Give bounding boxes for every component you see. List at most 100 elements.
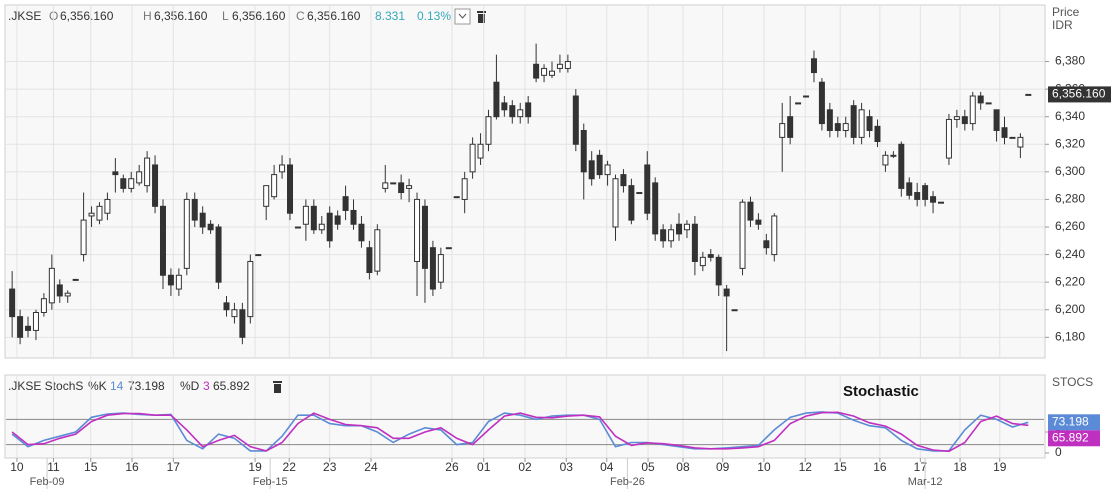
- value-box-label: 65.892: [1052, 430, 1089, 444]
- candle-body: [159, 205, 166, 276]
- candle-body: [406, 185, 413, 189]
- candle-body: [612, 178, 619, 228]
- x-tick-label: 03: [560, 460, 574, 474]
- candle-body: [930, 196, 937, 203]
- stoch-line: [11, 411, 1029, 453]
- candle-body: [858, 109, 865, 138]
- ohlc-value: 6,356.160: [154, 9, 208, 23]
- candle-body: [556, 63, 563, 69]
- candle-body: [294, 226, 301, 229]
- candle-body: [429, 247, 436, 290]
- candle-body: [366, 247, 373, 274]
- candle-body: [477, 143, 484, 159]
- candle-body: [533, 63, 540, 79]
- candle-body: [334, 215, 341, 225]
- stoch-d-value: 65.892: [213, 379, 250, 393]
- trash-lid: [477, 11, 486, 13]
- candle-body: [564, 61, 571, 69]
- candle-body: [72, 278, 79, 281]
- candle-body: [287, 164, 294, 214]
- candle-body: [390, 182, 397, 185]
- x-tick-label: 16: [873, 460, 887, 474]
- candle-body: [541, 67, 548, 76]
- stoch-title: .JKSE StochS: [8, 379, 83, 393]
- candle-body: [128, 178, 135, 189]
- x-tick-label: 19: [248, 460, 262, 474]
- candle-body: [707, 254, 714, 258]
- symbol: .JKSE: [8, 9, 41, 23]
- candle-body: [437, 254, 444, 283]
- candle-body: [183, 198, 190, 269]
- candle-body: [652, 182, 659, 235]
- candle-body: [191, 198, 198, 221]
- candle-body: [199, 212, 206, 228]
- delete-button[interactable]: [477, 11, 486, 23]
- x-tick-label: 19: [993, 460, 1007, 474]
- candle-body: [803, 95, 810, 98]
- candle-body: [144, 157, 151, 187]
- candle-body: [215, 226, 222, 283]
- candle-body: [445, 247, 452, 250]
- month-label: Feb-15: [253, 476, 288, 488]
- candle-body: [961, 116, 968, 125]
- candle-body: [747, 201, 754, 221]
- candle-body: [64, 292, 71, 297]
- candle-body: [834, 123, 841, 131]
- candle-body: [80, 219, 87, 256]
- candle-body: [850, 105, 857, 138]
- candle-body: [279, 164, 286, 173]
- candle-body: [668, 229, 675, 242]
- ohlc-value: 6,356.160: [307, 9, 361, 23]
- annotation: Stochastic: [843, 383, 919, 400]
- candle-body: [890, 154, 897, 157]
- candle-body: [509, 105, 516, 118]
- candle-body: [88, 212, 95, 217]
- dropdown-box[interactable]: [454, 8, 471, 25]
- candle-body: [302, 205, 309, 225]
- candle-body: [136, 171, 143, 184]
- candle-body: [628, 185, 635, 221]
- candle-body: [660, 229, 667, 242]
- candle-body: [421, 205, 428, 269]
- candle-body: [938, 201, 944, 204]
- axis-title: Price: [1052, 5, 1080, 19]
- candle-body: [826, 109, 833, 131]
- value-box: [1048, 430, 1100, 447]
- x-tick-label: 24: [364, 460, 378, 474]
- y-tick-label: 6,340: [1055, 109, 1085, 123]
- candle-body: [795, 102, 802, 105]
- candle-body: [32, 311, 39, 331]
- delete-button[interactable]: [273, 381, 282, 393]
- candle-body: [231, 309, 238, 318]
- candle-body: [223, 302, 230, 311]
- candle-body: [318, 223, 325, 231]
- y-tick-label: 6,260: [1055, 219, 1085, 233]
- candle-body: [763, 240, 770, 249]
- ohlc-name: C: [296, 9, 305, 23]
- stoch-k-period: 14: [110, 379, 124, 393]
- candle-body: [374, 229, 381, 272]
- dropdown-button[interactable]: [454, 8, 471, 25]
- x-tick-label: 05: [641, 460, 655, 474]
- candle-body: [239, 309, 246, 338]
- candle-body: [56, 284, 63, 297]
- candle-body: [739, 201, 746, 269]
- candle-body: [866, 116, 873, 131]
- candle-body: [953, 116, 960, 120]
- y-tick-label: 0: [1055, 445, 1062, 459]
- candle-body: [40, 298, 47, 313]
- candle-body: [175, 274, 182, 290]
- candle-body: [818, 81, 825, 125]
- trash-body: [478, 14, 485, 23]
- change-percent: 0.13%: [417, 9, 451, 23]
- candle-body: [207, 223, 214, 231]
- candle-body: [898, 143, 905, 189]
- ohlc-name: H: [143, 9, 152, 23]
- candle-body: [247, 260, 254, 318]
- value-box: [1048, 414, 1100, 431]
- candle-body: [771, 215, 778, 256]
- last-price-box: [1048, 86, 1111, 103]
- candle-body: [485, 116, 492, 145]
- candle-body: [493, 81, 500, 118]
- x-tick-label: 12: [799, 460, 813, 474]
